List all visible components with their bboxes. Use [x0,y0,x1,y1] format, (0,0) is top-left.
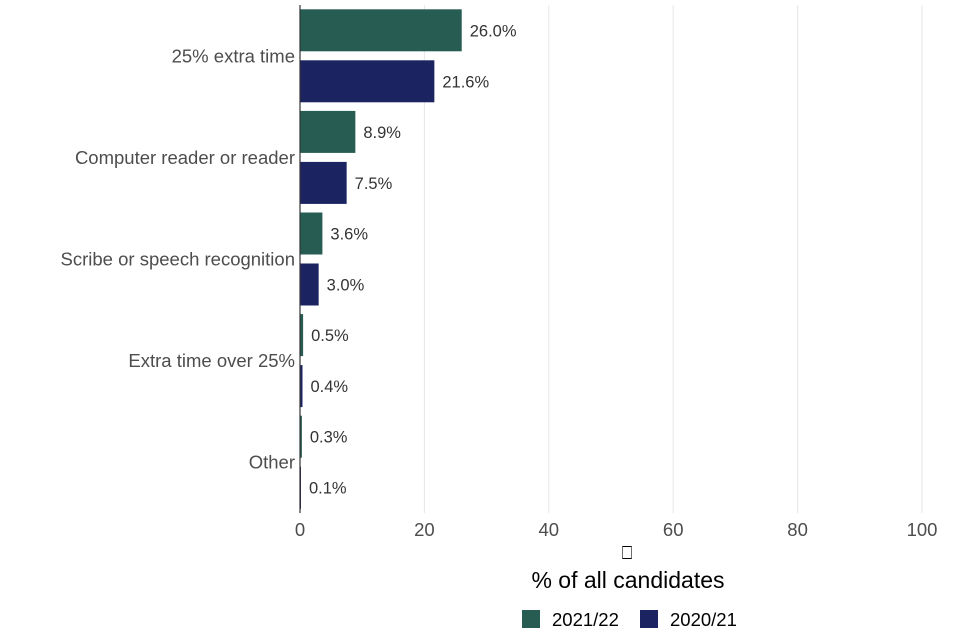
data-label: 7.5% [355,175,393,193]
x-axis-title: % of all candidates [531,567,724,593]
data-label: 8.9% [363,124,401,142]
category-label: Other [249,452,295,473]
category-label: 25% extra time [172,45,295,66]
category-label: Computer reader or reader [75,147,295,168]
legend: 2021/22 2020/21 [522,609,737,630]
bar-2020-21 [300,60,435,103]
data-label: 0.5% [311,327,349,345]
x-tick-label-80: 80 [787,519,808,540]
x-tick-label-100: 100 [907,519,938,540]
bar-2020-21 [300,365,303,408]
bar-2020-21 [300,161,347,204]
x-tick-label-40: 40 [539,519,560,540]
data-label: 0.1% [309,480,347,498]
category-labels: 25% extra time Computer reader or reader S… [61,45,295,472]
data-label: 3.6% [330,226,368,244]
legend-swatch-2020-21 [640,610,658,628]
data-label: 26.0% [470,22,517,40]
data-label: 0.4% [310,378,348,396]
x-tick-label-0: 0 [295,519,305,540]
data-labels: 26.0% 21.6% 8.9% 7.5% 3.6% 3.0% 0.5% 0.4% 0.3% 0.… [309,22,517,497]
bar-2021-22 [300,212,323,255]
bar-2020-21 [300,263,319,306]
data-label: 21.6% [442,73,489,91]
category-label: Scribe or speech recognition [61,249,295,270]
x-tick-label-20: 20 [414,519,435,540]
bars [300,9,462,509]
bar-2021-22 [300,314,304,357]
x-tick-labels: 0 20 40 60 80 100 [295,519,938,540]
category-label: Extra time over 25% [128,350,295,371]
legend-label: 2021/22 [552,609,619,630]
data-label: 0.3% [310,429,348,447]
gridlines [423,5,923,513]
bar-2021-22 [300,415,302,458]
bar-2021-22 [300,110,356,153]
x-tick-label-60: 60 [663,519,684,540]
axis-title-glyph: ⎕ [622,543,633,563]
legend-swatch-2021-22 [522,610,540,628]
bar-2021-22 [300,9,462,52]
legend-label: 2020/21 [670,609,737,630]
data-label: 3.0% [327,277,365,295]
